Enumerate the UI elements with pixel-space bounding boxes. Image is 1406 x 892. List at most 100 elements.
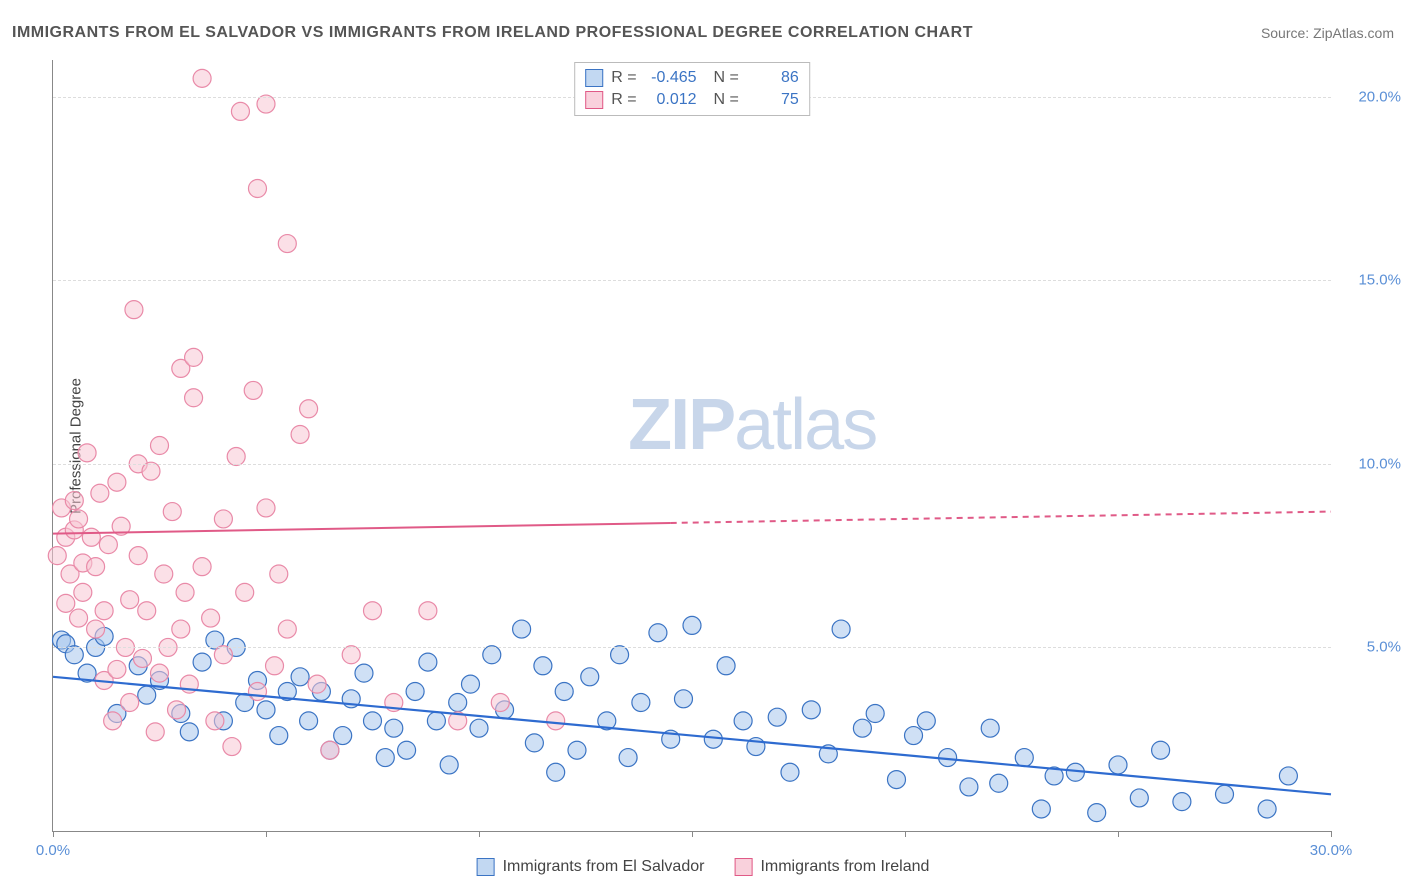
scatter-point — [781, 763, 799, 781]
scatter-point — [525, 734, 543, 752]
stats-row-blue: R = -0.465 N = 86 — [585, 67, 799, 89]
scatter-point — [568, 741, 586, 759]
scatter-point — [300, 400, 318, 418]
scatter-point — [398, 741, 416, 759]
scatter-point — [180, 723, 198, 741]
scatter-point — [917, 712, 935, 730]
scatter-point — [206, 712, 224, 730]
scatter-point — [257, 499, 275, 517]
scatter-point — [683, 616, 701, 634]
scatter-point — [547, 712, 565, 730]
scatter-point — [193, 558, 211, 576]
correlation-stats-legend: R = -0.465 N = 86 R = 0.012 N = 75 — [574, 62, 810, 116]
scatter-point — [887, 771, 905, 789]
scatter-point — [406, 682, 424, 700]
scatter-point — [99, 536, 117, 554]
scatter-point — [513, 620, 531, 638]
scatter-svg — [53, 60, 1331, 831]
scatter-point — [91, 484, 109, 502]
legend-item-blue: Immigrants from El Salvador — [477, 858, 705, 876]
stats-row-pink: R = 0.012 N = 75 — [585, 89, 799, 111]
scatter-point — [1279, 767, 1297, 785]
scatter-point — [223, 738, 241, 756]
scatter-point — [231, 102, 249, 120]
scatter-point — [125, 301, 143, 319]
scatter-point — [376, 749, 394, 767]
scatter-point — [905, 727, 923, 745]
scatter-point — [990, 774, 1008, 792]
chart-title: IMMIGRANTS FROM EL SALVADOR VS IMMIGRANT… — [12, 24, 973, 42]
scatter-point — [1216, 785, 1234, 803]
x-tick-label: 0.0% — [36, 842, 70, 859]
scatter-point — [270, 565, 288, 583]
scatter-point — [555, 682, 573, 700]
chart-plot-area: ZIPatlas R = -0.465 N = 86 R = 0.012 N =… — [52, 60, 1331, 832]
y-tick-label: 5.0% — [1367, 639, 1401, 656]
y-tick-label: 10.0% — [1358, 455, 1401, 472]
scatter-point — [193, 653, 211, 671]
scatter-point — [491, 694, 509, 712]
scatter-point — [108, 473, 126, 491]
scatter-point — [342, 646, 360, 664]
y-tick-label: 20.0% — [1358, 88, 1401, 105]
scatter-point — [155, 565, 173, 583]
scatter-point — [1109, 756, 1127, 774]
scatter-point — [151, 664, 169, 682]
scatter-point — [802, 701, 820, 719]
scatter-point — [266, 657, 284, 675]
scatter-point — [619, 749, 637, 767]
scatter-point — [1130, 789, 1148, 807]
scatter-point — [70, 510, 88, 528]
scatter-point — [300, 712, 318, 730]
swatch-pink — [734, 858, 752, 876]
scatter-point — [427, 712, 445, 730]
scatter-point — [108, 660, 126, 678]
scatter-point — [717, 657, 735, 675]
scatter-point — [133, 649, 151, 667]
scatter-point — [364, 712, 382, 730]
scatter-point — [1032, 800, 1050, 818]
scatter-point — [547, 763, 565, 781]
scatter-point — [214, 646, 232, 664]
scatter-point — [981, 719, 999, 737]
scatter-point — [248, 682, 266, 700]
swatch-blue — [585, 69, 603, 87]
scatter-point — [364, 602, 382, 620]
scatter-point — [1152, 741, 1170, 759]
scatter-point — [278, 620, 296, 638]
x-tick-label: 30.0% — [1310, 842, 1353, 859]
scatter-point — [704, 730, 722, 748]
scatter-point — [278, 235, 296, 253]
scatter-point — [138, 686, 156, 704]
scatter-point — [866, 705, 884, 723]
scatter-point — [65, 492, 83, 510]
scatter-point — [57, 594, 75, 612]
scatter-point — [581, 668, 599, 686]
scatter-point — [87, 620, 105, 638]
scatter-point — [611, 646, 629, 664]
scatter-point — [470, 719, 488, 737]
scatter-point — [214, 510, 232, 528]
scatter-point — [768, 708, 786, 726]
series-legend: Immigrants from El Salvador Immigrants f… — [477, 858, 930, 876]
scatter-point — [248, 180, 266, 198]
chart-header: IMMIGRANTS FROM EL SALVADOR VS IMMIGRANT… — [12, 18, 1394, 48]
scatter-point — [227, 448, 245, 466]
trend-line-dashed — [671, 512, 1331, 523]
scatter-point — [853, 719, 871, 737]
legend-item-pink: Immigrants from Ireland — [734, 858, 929, 876]
scatter-point — [236, 583, 254, 601]
scatter-point — [185, 389, 203, 407]
scatter-point — [270, 727, 288, 745]
scatter-point — [419, 653, 437, 671]
scatter-point — [104, 712, 122, 730]
scatter-point — [202, 609, 220, 627]
scatter-point — [308, 675, 326, 693]
scatter-point — [193, 69, 211, 87]
scatter-point — [82, 528, 100, 546]
scatter-point — [74, 583, 92, 601]
scatter-point — [334, 727, 352, 745]
scatter-point — [419, 602, 437, 620]
scatter-point — [1173, 793, 1191, 811]
scatter-point — [151, 437, 169, 455]
